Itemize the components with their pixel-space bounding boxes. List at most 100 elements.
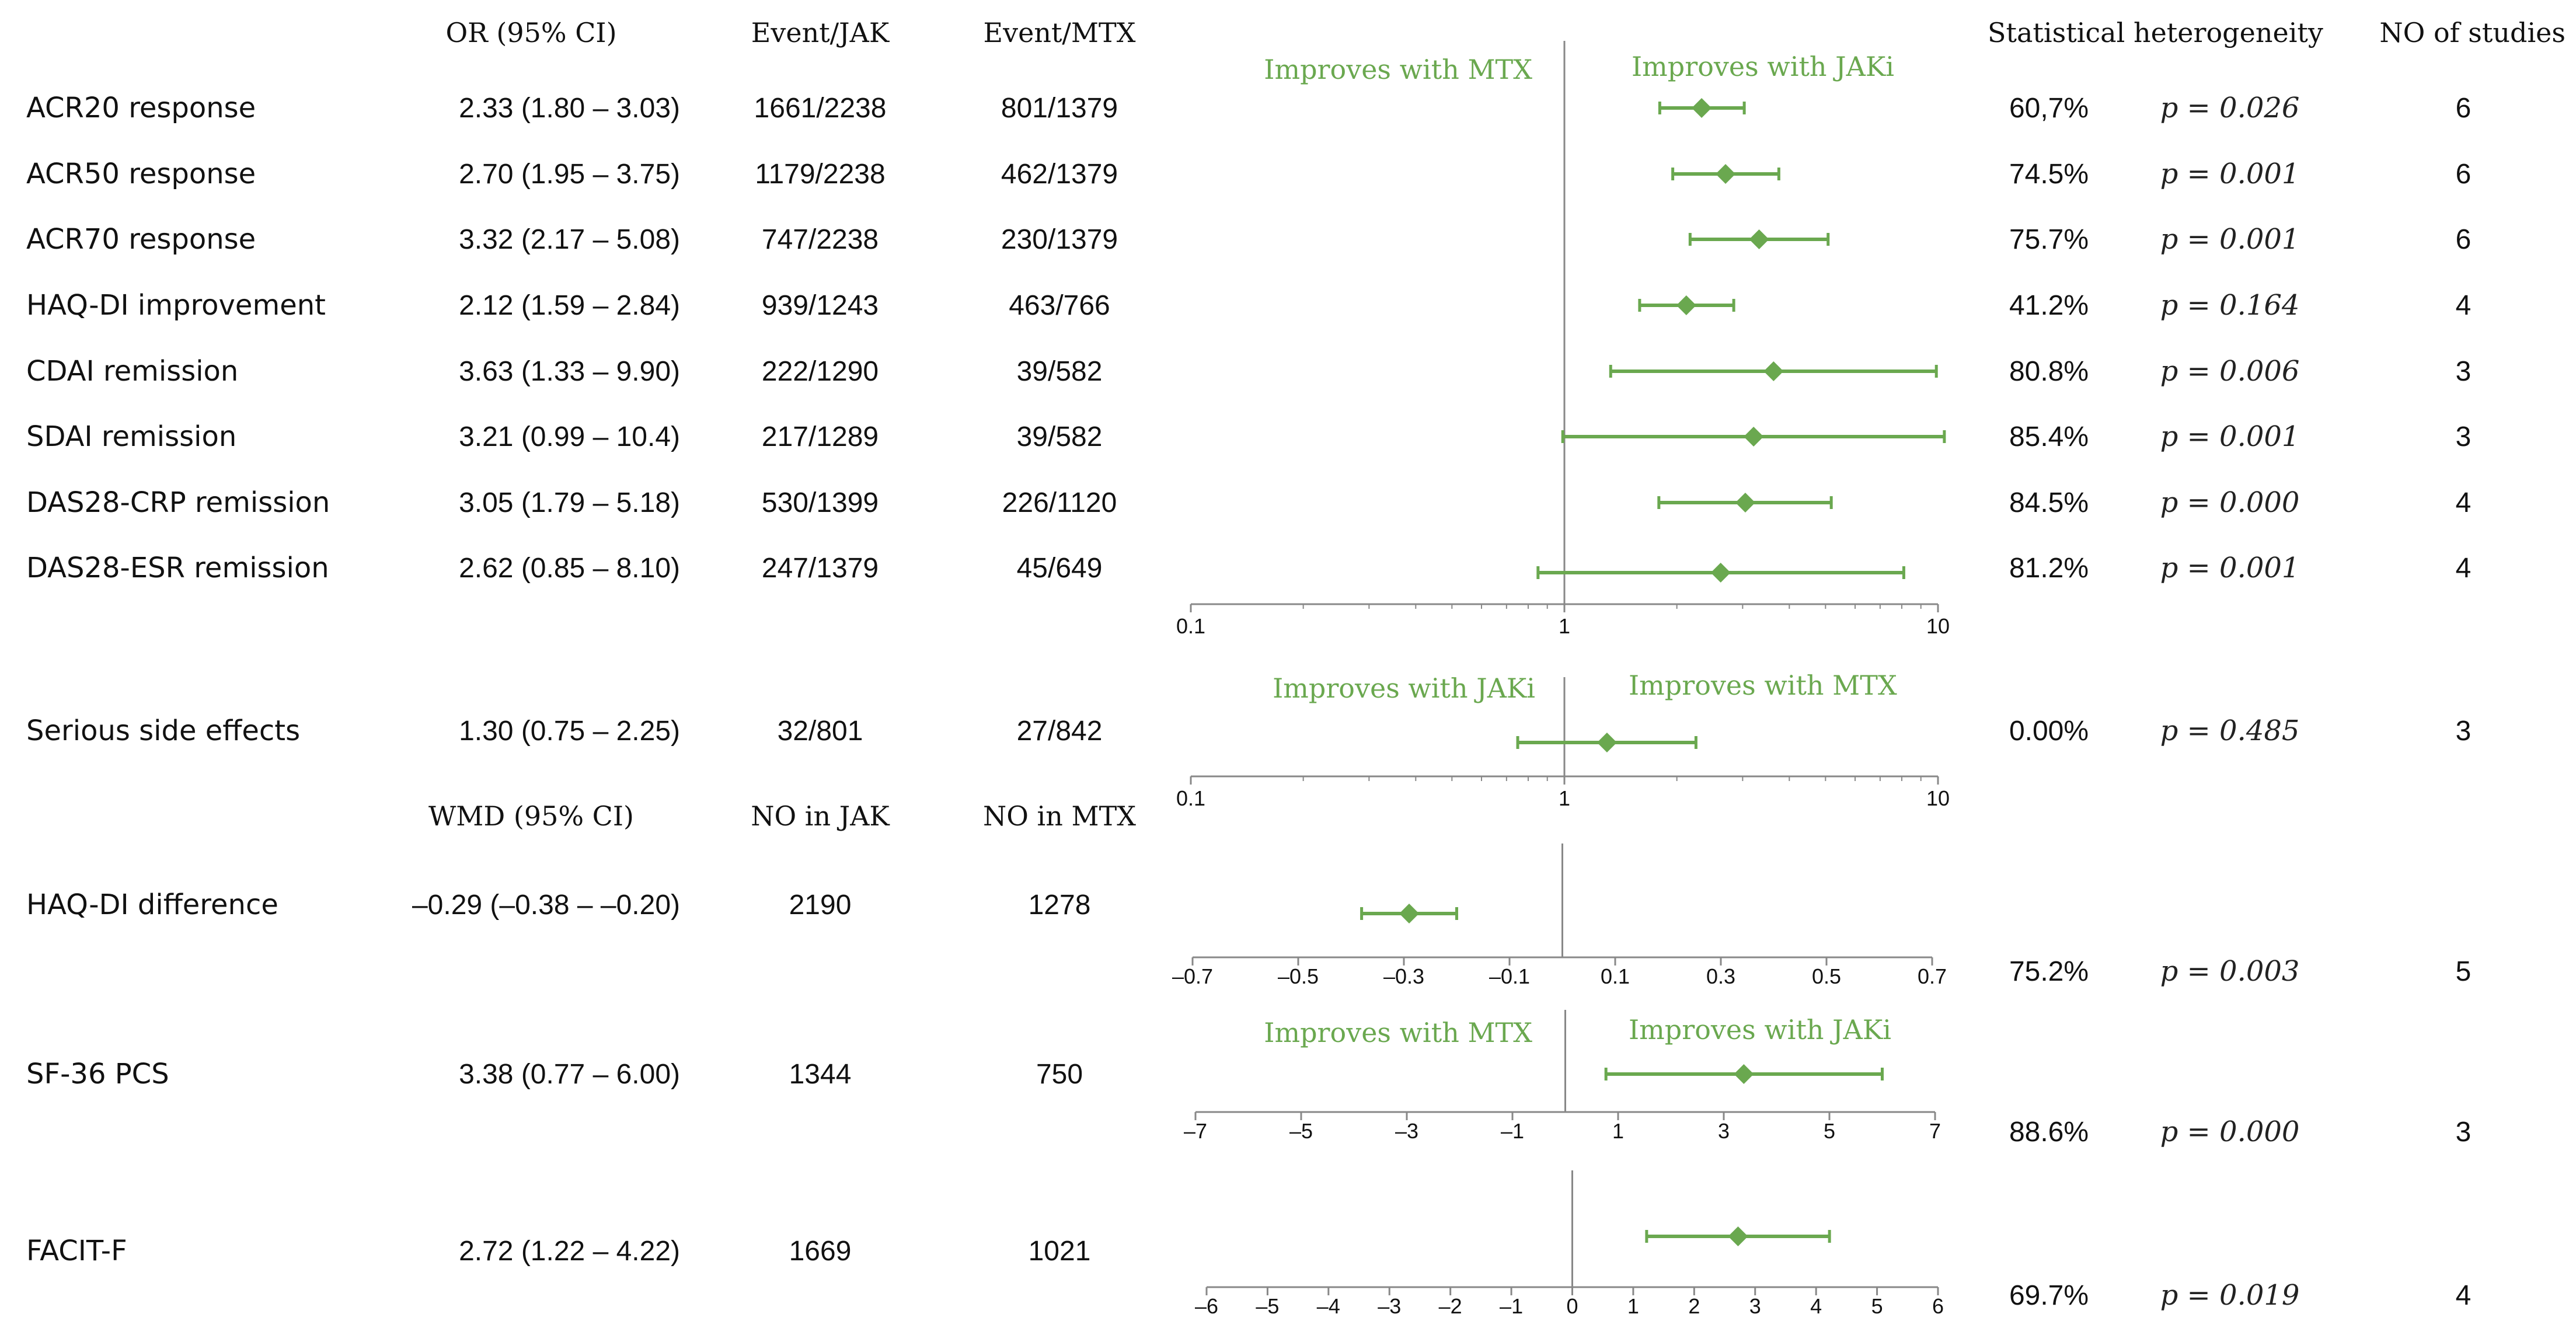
tick-label: 0.7: [1918, 964, 1947, 988]
row-count-mtx: 39/582: [1017, 421, 1103, 452]
tick-label: 5: [1871, 1294, 1883, 1318]
tick-label: –1: [1501, 1119, 1524, 1143]
tick-label: 1: [1612, 1119, 1624, 1143]
point-estimate-marker: [1716, 164, 1736, 184]
point-estimate-marker: [1735, 493, 1755, 513]
row-count-jak: 1669: [789, 1236, 852, 1267]
tick-label: –7: [1184, 1119, 1207, 1143]
point-estimate-marker: [1676, 295, 1696, 315]
row-p-value: p = 0.164: [2160, 289, 2300, 322]
row-p-value: p = 0.001: [2160, 223, 2300, 256]
row-count-mtx: 462/1379: [1001, 159, 1118, 190]
row-count-jak: 1179/2238: [755, 159, 885, 190]
point-estimate-marker: [1744, 427, 1764, 447]
row-count-jak: 32/801: [778, 716, 863, 747]
row-count-mtx: 1278: [1029, 890, 1091, 921]
tick-label: 1: [1559, 786, 1570, 810]
row-count-jak: 247/1379: [762, 553, 879, 584]
row-heterogeneity-i2: 0.00%: [2009, 716, 2089, 747]
row-count-mtx: 39/582: [1017, 356, 1103, 387]
row-n-studies: 3: [2456, 1117, 2472, 1148]
row-count-mtx: 801/1379: [1001, 93, 1118, 124]
row-heterogeneity-i2: 74.5%: [2009, 159, 2089, 190]
tick-label: –0.1: [1489, 964, 1530, 988]
row-label: HAQ-DI improvement: [26, 289, 326, 322]
point-estimate-marker: [1734, 1064, 1754, 1084]
row-n-studies: 5: [2456, 956, 2472, 987]
row-p-value: p = 0.026: [2160, 92, 2300, 124]
row-count-jak: 217/1289: [762, 421, 879, 452]
row-count-mtx: 226/1120: [1002, 487, 1117, 518]
row-estimate-ci: 2.70 (1.95 – 3.75): [459, 159, 680, 190]
row-count-jak: 1661/2238: [754, 93, 887, 124]
row-p-value: p = 0.006: [2160, 355, 2300, 388]
header-n-jak: NO in JAK: [751, 800, 890, 832]
tick-label: 0: [1566, 1294, 1578, 1318]
row-label: ACR50 response: [26, 158, 256, 190]
favor-label-sf36-right: Improves with JAKi: [1629, 1014, 1891, 1045]
row-count-mtx: 750: [1036, 1059, 1083, 1090]
row-label: CDAI remission: [26, 355, 238, 388]
row-estimate-ci: –0.29 (–0.38 – –0.20): [412, 890, 680, 921]
tick-label: 0.1: [1176, 786, 1205, 810]
tick-label: –1: [1500, 1294, 1523, 1318]
tick-label: 0.3: [1706, 964, 1735, 988]
row-heterogeneity-i2: 41.2%: [2009, 290, 2089, 321]
row-p-value: p = 0.003: [2160, 955, 2300, 988]
row-label: SF-36 PCS: [26, 1058, 169, 1090]
row-count-jak: 2190: [789, 890, 852, 921]
row-count-mtx: 1021: [1029, 1236, 1091, 1267]
row-count-jak: 747/2238: [762, 224, 879, 255]
favor-label-safety-left: Improves with JAKi: [1273, 672, 1535, 704]
row-estimate-ci: 3.32 (2.17 – 5.08): [459, 224, 680, 255]
tick-label: 3: [1718, 1119, 1730, 1143]
row-count-jak: 939/1243: [762, 290, 879, 321]
row-heterogeneity-i2: 85.4%: [2009, 421, 2089, 452]
favor-label-safety-right: Improves with MTX: [1629, 670, 1897, 701]
point-estimate-marker: [1728, 1226, 1748, 1246]
row-n-studies: 4: [2456, 290, 2472, 321]
tick-label: 0.5: [1812, 964, 1841, 988]
point-estimate-marker: [1597, 733, 1617, 752]
row-estimate-ci: 3.38 (0.77 – 6.00): [459, 1059, 680, 1090]
tick-label: –0.7: [1172, 964, 1213, 988]
row-count-mtx: 27/842: [1017, 716, 1103, 747]
row-heterogeneity-i2: 75.2%: [2009, 956, 2089, 987]
favor-label-efficacy-left: Improves with MTX: [1264, 54, 1532, 85]
row-label: HAQ-DI difference: [26, 888, 278, 921]
row-n-studies: 3: [2456, 356, 2472, 387]
row-label: DAS28-CRP remission: [26, 486, 330, 519]
header-event-jak: Event/JAK: [751, 17, 890, 48]
row-estimate-ci: 3.05 (1.79 – 5.18): [459, 487, 680, 518]
tick-label: –6: [1195, 1294, 1218, 1318]
row-count-jak: 1344: [789, 1059, 852, 1090]
tick-label: 2: [1688, 1294, 1700, 1318]
row-heterogeneity-i2: 75.7%: [2009, 224, 2089, 255]
row-label: DAS28-ESR remission: [26, 552, 329, 584]
tick-label: –5: [1256, 1294, 1279, 1318]
row-label: Serious side effects: [26, 714, 300, 747]
row-n-studies: 6: [2456, 93, 2472, 124]
row-heterogeneity-i2: 80.8%: [2009, 356, 2089, 387]
row-estimate-ci: 3.63 (1.33 – 9.90): [459, 356, 680, 387]
row-n-studies: 3: [2456, 716, 2472, 747]
point-estimate-marker: [1749, 229, 1769, 249]
row-count-jak: 530/1399: [762, 487, 879, 518]
row-label: FACIT-F: [26, 1235, 127, 1267]
tick-label: 3: [1749, 1294, 1761, 1318]
row-p-value: p = 0.001: [2160, 420, 2300, 453]
header-event-mtx: Event/MTX: [984, 17, 1136, 48]
row-label: SDAI remission: [26, 420, 236, 453]
row-count-mtx: 45/649: [1017, 553, 1103, 584]
header-or-ci: OR (95% CI): [445, 17, 616, 48]
point-estimate-marker: [1710, 563, 1731, 583]
row-label: ACR70 response: [26, 223, 256, 256]
row-n-studies: 4: [2456, 1280, 2472, 1311]
row-heterogeneity-i2: 81.2%: [2009, 553, 2089, 584]
header-heterogeneity: Statistical heterogeneity: [1988, 17, 2323, 48]
tick-label: –0.3: [1383, 964, 1424, 988]
row-estimate-ci: 1.30 (0.75 – 2.25): [459, 716, 680, 747]
row-heterogeneity-i2: 69.7%: [2009, 1280, 2089, 1311]
